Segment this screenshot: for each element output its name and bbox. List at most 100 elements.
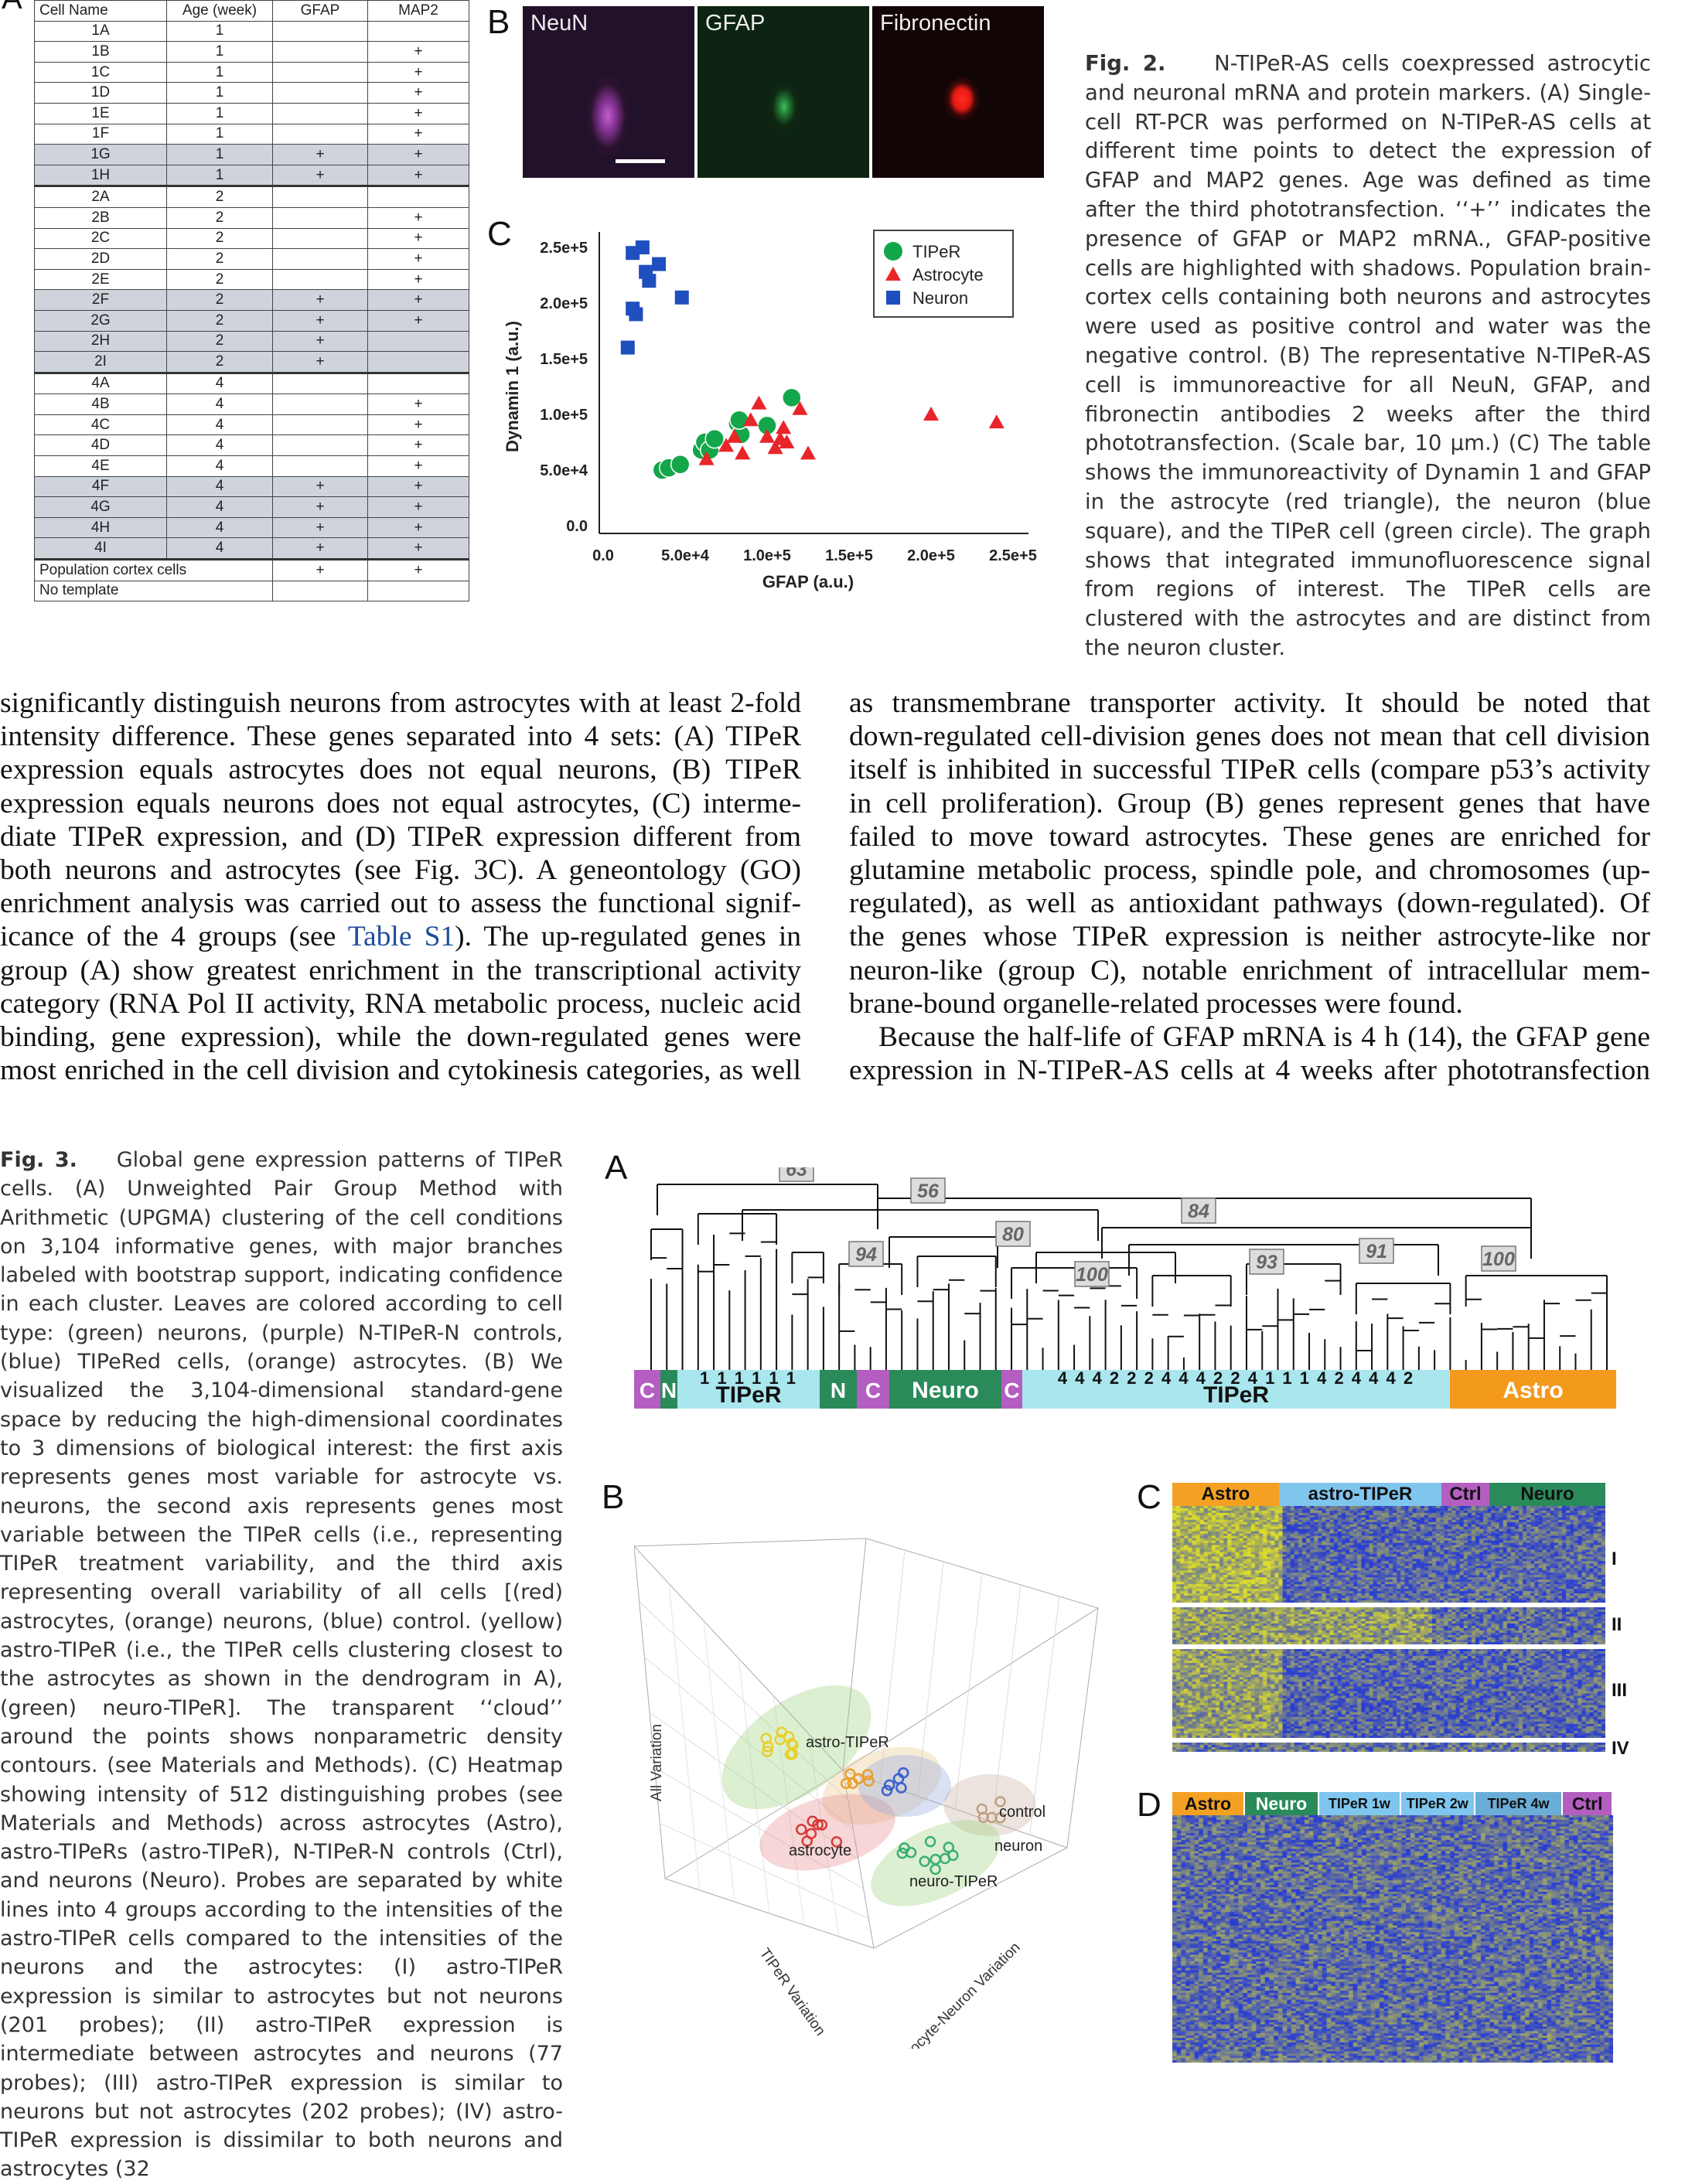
table-cell	[272, 227, 368, 250]
table-row: 2H 2 +	[34, 330, 469, 353]
grid-line	[634, 1538, 867, 1547]
grid-line	[1066, 1607, 1099, 1848]
neuron-point	[674, 290, 689, 305]
bootstrap-box	[1481, 1245, 1516, 1272]
heatmap-canvas	[1172, 1607, 1605, 1644]
legend-marker	[885, 267, 901, 281]
table-cell	[272, 206, 368, 229]
table-cell: 2	[166, 309, 273, 332]
table-cell	[272, 248, 368, 270]
table-row: 4B 4 +	[34, 394, 469, 415]
text-line: intensity difference. These genes separa…	[0, 721, 801, 753]
astrocyte-point	[776, 420, 792, 434]
x-tick-label: 0.0	[592, 547, 614, 564]
astrocyte-point	[767, 440, 783, 455]
leaf-bar-segment	[1022, 1370, 1450, 1409]
fig2a-table: Cell Name Age (week) GFAP MAP2 1A 1 1B 1 +1C…	[34, 0, 469, 602]
table-cell	[272, 371, 368, 395]
leaf-bar-label: Neuro	[912, 1378, 979, 1403]
table-cell: 4I	[34, 537, 167, 560]
table-cell: 1	[166, 144, 273, 165]
table-row: 2C 2 +	[34, 227, 469, 250]
cell-point	[762, 1746, 773, 1757]
heatmap-group-label: II	[1612, 1614, 1622, 1635]
text-line: most enriched in the cell division and c…	[0, 1055, 801, 1087]
text-line: expression equals astrocytes does not eq…	[0, 754, 801, 786]
tiper-point	[729, 410, 749, 430]
grid-line	[954, 1572, 983, 1810]
table-cell	[272, 414, 368, 436]
text-line: Because the half-life of GFAP mRNA is 4 …	[878, 1021, 1650, 1054]
bootstrap-box	[995, 1221, 1031, 1247]
table-s1-link[interactable]: Table S1	[347, 921, 455, 953]
scale-bar	[616, 159, 665, 163]
fig3-caption-label: Fig. 3.	[0, 1148, 77, 1172]
table-row: 2I 2 +	[34, 351, 469, 373]
table-cell: +	[367, 61, 469, 83]
table-row: 1H 1 + +	[34, 164, 469, 187]
table-row: 1F 1 +	[34, 123, 469, 145]
text-line: expression in N-TIPeR-AS cells at 4 week…	[849, 1055, 1650, 1087]
astrocyte-point	[923, 407, 939, 421]
cell-point	[852, 1773, 865, 1784]
cell-point	[795, 1824, 807, 1835]
heatmap-header: Astro astro-TIPeR Ctrl Neuro	[1172, 1483, 1605, 1506]
table-cell: 4	[166, 394, 273, 415]
bootstrap-value: 84	[1188, 1201, 1209, 1222]
cell-point	[801, 1835, 813, 1847]
heatmap-body	[1172, 1506, 1605, 1752]
text-line: brane-bound organelle-related processes …	[849, 987, 1463, 1020]
table-cell: +	[272, 351, 368, 373]
table-cell: +	[367, 268, 469, 291]
table-row: 4I 4 + +	[34, 537, 469, 560]
table-cell: 2C	[34, 227, 167, 250]
table-cell: 4	[166, 414, 273, 436]
table-cell: 1	[166, 20, 273, 43]
table-cell: 1H	[34, 164, 167, 187]
heatmap-group-label: I	[1612, 1549, 1617, 1569]
x-tick-label: 2.5e+5	[989, 547, 1037, 564]
table-cell	[272, 61, 368, 83]
text-line: diate TIPeR expression, and (D) TIPeR ex…	[0, 820, 801, 853]
text-line: neuron-like (group C), notable enrichmen…	[849, 954, 1650, 986]
body-text-right: as transmembrane transporter activity. I…	[849, 687, 1650, 1087]
leaf-bar-label: C	[865, 1378, 881, 1402]
table-cell: 1G	[34, 144, 167, 165]
table-cell: 4C	[34, 414, 167, 436]
table-cell: 4	[166, 371, 273, 395]
table-row: 1B 1 +	[34, 41, 469, 63]
heatmap-canvas	[1172, 1815, 1613, 2063]
table-cell: +	[272, 516, 368, 539]
bootstrap-box	[848, 1241, 884, 1267]
table-row: 2D 2 +	[34, 248, 469, 270]
heatmap-group-label: III	[1612, 1680, 1628, 1701]
bootstrap-box	[1249, 1249, 1284, 1275]
table-cell: Population cortex cells	[34, 558, 273, 581]
tiper-point	[670, 455, 691, 475]
table-header: Age (week)	[166, 0, 273, 22]
cell-point	[896, 1847, 909, 1859]
table-cell	[272, 580, 368, 602]
neuron-point	[620, 340, 635, 355]
text-line: group (A) show greatest enrichment in th…	[0, 954, 801, 986]
cell-point	[897, 1767, 909, 1779]
table-cell	[367, 371, 469, 395]
fig2-caption-text: N-TIPeR-AS cells coexpressed astrocytic …	[1085, 51, 1652, 660]
table-cell: 2G	[34, 309, 167, 332]
x-axis-label: GFAP (a.u.)	[762, 572, 854, 591]
fig3-panel-c-letter: C	[1137, 1478, 1161, 1516]
table-row: 4C 4 +	[34, 414, 469, 436]
table-cell: 1D	[34, 82, 167, 104]
text-line: as transmembrane transporter activity. I…	[849, 687, 1650, 719]
table-cell: +	[367, 123, 469, 145]
table-cell: +	[367, 455, 469, 477]
neun-image: NeuN	[523, 6, 694, 178]
table-cell: 2I	[34, 351, 167, 373]
table-cell: 1B	[34, 41, 167, 63]
text-line: significantly distinguish neurons from a…	[0, 687, 801, 719]
bootstrap-box	[1074, 1261, 1110, 1287]
y-tick-label: 2.0e+5	[540, 295, 588, 312]
leaf-bar-digits: 1 1 1 1 1 1	[700, 1368, 797, 1388]
table-cell: 1A	[34, 20, 167, 43]
neuron-point	[629, 307, 643, 322]
